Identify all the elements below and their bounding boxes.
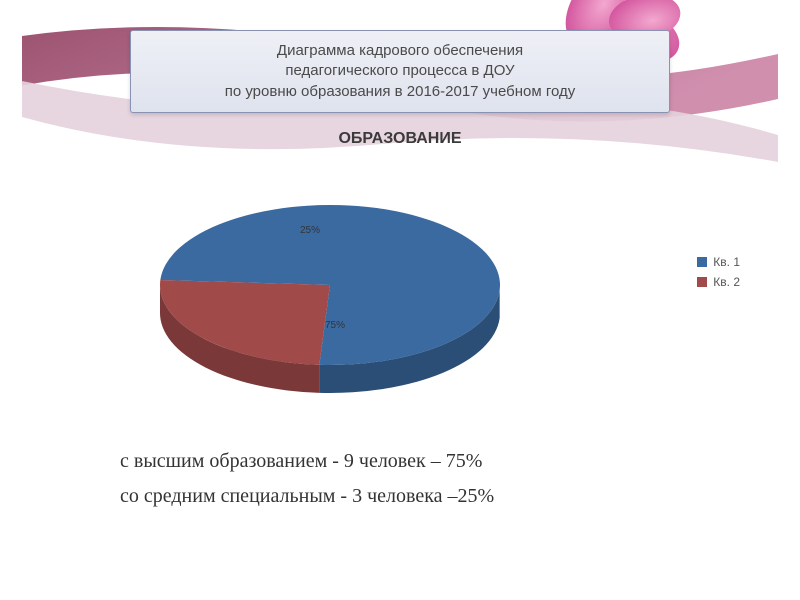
legend-item-2: Кв. 2 bbox=[697, 275, 740, 289]
slice-label-25: 25% bbox=[300, 225, 320, 236]
chart-title: ОБРАЗОВАНИЕ bbox=[0, 130, 800, 148]
legend-label-1: Кв. 1 bbox=[713, 255, 740, 269]
legend-label-2: Кв. 2 bbox=[713, 275, 740, 289]
header-line-2: педагогического процесса в ДОУ bbox=[147, 61, 653, 81]
legend-swatch-2 bbox=[697, 277, 707, 287]
legend-item-1: Кв. 1 bbox=[697, 255, 740, 269]
footer-line-2: со средним специальным - 3 человека –25% bbox=[120, 485, 494, 508]
header-box: Диаграмма кадрового обеспечения педагоги… bbox=[130, 30, 670, 113]
legend-swatch-1 bbox=[697, 257, 707, 267]
header-line-1: Диаграмма кадрового обеспечения bbox=[147, 41, 653, 61]
legend: Кв. 1 Кв. 2 bbox=[697, 255, 740, 295]
header-line-3: по уровню образования в 2016-2017 учебно… bbox=[147, 82, 653, 102]
footer-line-1: с высшим образованием - 9 человек – 75% bbox=[120, 450, 482, 473]
slice-label-75: 75% bbox=[325, 320, 345, 331]
pie-chart: 75% 25% bbox=[140, 165, 520, 425]
